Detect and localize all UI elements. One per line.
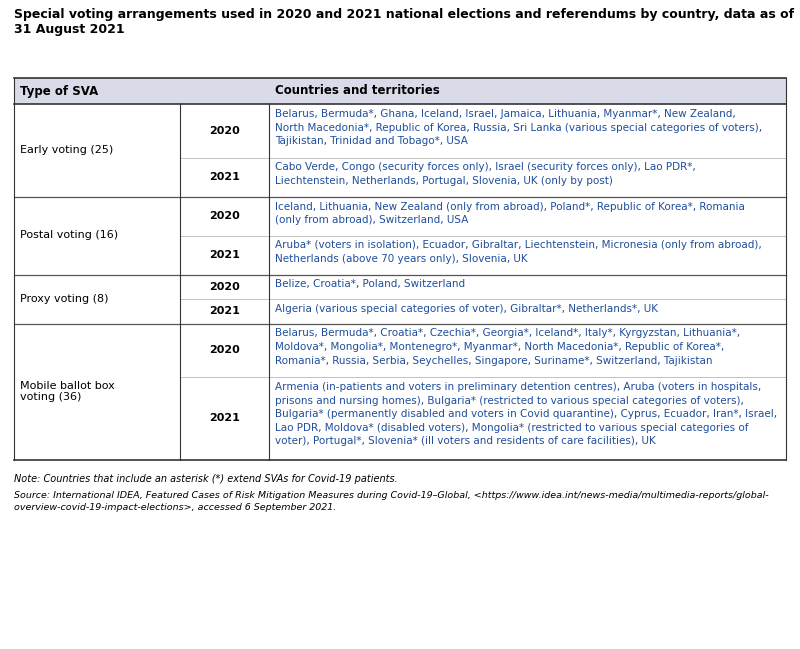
Bar	[14, 158, 786, 197]
Bar	[14, 236, 786, 275]
Bar	[14, 78, 786, 104]
Text: 2021: 2021	[209, 306, 240, 316]
Text: Type of SVA: Type of SVA	[20, 84, 98, 97]
Text: Source: International IDEA, Featured Cases of Risk Mitigation Measures during Co: Source: International IDEA, Featured Cas…	[14, 491, 769, 511]
Text: Belize, Croatia*, Poland, Switzerland: Belize, Croatia*, Poland, Switzerland	[274, 280, 465, 289]
Text: Proxy voting (8): Proxy voting (8)	[20, 294, 109, 304]
Text: 2020: 2020	[209, 282, 240, 292]
Text: Special voting arrangements used in 2020 and 2021 national elections and referen: Special voting arrangements used in 2020…	[14, 8, 794, 36]
Text: 2020: 2020	[209, 126, 240, 136]
Text: Belarus, Bermuda*, Croatia*, Czechia*, Georgia*, Iceland*, Italy*, Kyrgyzstan, L: Belarus, Bermuda*, Croatia*, Czechia*, G…	[274, 328, 740, 365]
Text: Belarus, Bermuda*, Ghana, Iceland, Israel, Jamaica, Lithuania, Myanmar*, New Zea: Belarus, Bermuda*, Ghana, Iceland, Israe…	[274, 109, 762, 146]
Text: Postal voting (16): Postal voting (16)	[20, 230, 118, 241]
Text: 2021: 2021	[209, 413, 240, 423]
Text: Algeria (various special categories of voter), Gibraltar*, Netherlands*, UK: Algeria (various special categories of v…	[274, 304, 658, 314]
Text: Armenia (in-patients and voters in preliminary detention centres), Aruba (voters: Armenia (in-patients and voters in preli…	[274, 382, 777, 447]
Bar	[14, 377, 786, 459]
Text: 2021: 2021	[209, 172, 240, 182]
Text: Mobile ballot box
voting (36): Mobile ballot box voting (36)	[20, 381, 114, 402]
Text: Aruba* (voters in isolation), Ecuador, Gibraltar, Liechtenstein, Micronesia (onl: Aruba* (voters in isolation), Ecuador, G…	[274, 241, 762, 264]
Text: Iceland, Lithuania, New Zealand (only from abroad), Poland*, Republic of Korea*,: Iceland, Lithuania, New Zealand (only fr…	[274, 201, 745, 225]
Text: 2020: 2020	[209, 211, 240, 221]
Text: Note: Countries that include an asterisk (*) extend SVAs for Covid-19 patients.: Note: Countries that include an asterisk…	[14, 474, 398, 484]
Bar	[14, 197, 786, 236]
Text: 2021: 2021	[209, 250, 240, 260]
Text: Early voting (25): Early voting (25)	[20, 145, 114, 155]
Bar	[14, 299, 786, 323]
Text: 2020: 2020	[209, 345, 240, 355]
Bar	[14, 275, 786, 299]
Bar	[14, 323, 786, 377]
Text: Countries and territories: Countries and territories	[274, 84, 439, 97]
Text: Cabo Verde, Congo (security forces only), Israel (security forces only), Lao PDR: Cabo Verde, Congo (security forces only)…	[274, 162, 695, 186]
Bar	[14, 104, 786, 158]
